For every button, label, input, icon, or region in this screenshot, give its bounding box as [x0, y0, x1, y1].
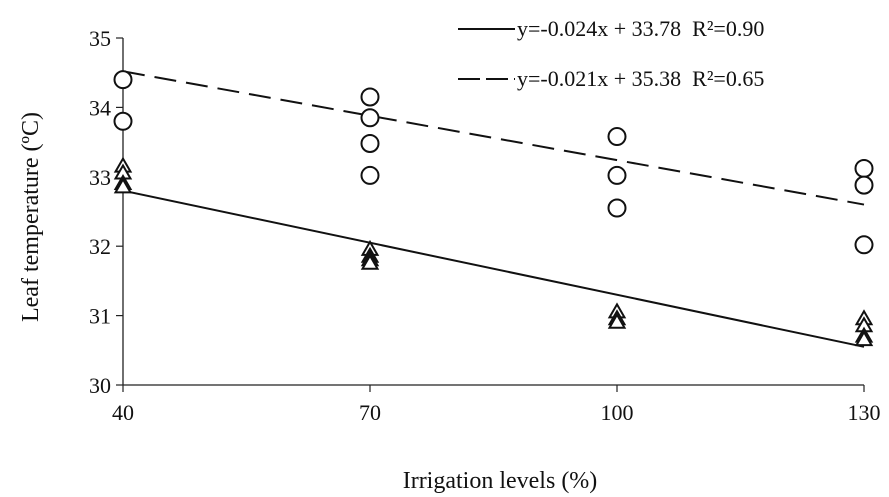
data-point-circle — [607, 127, 627, 147]
legend-entry-solid: y=-0.024x + 33.78 R²=0.90 — [517, 16, 764, 41]
data-points — [113, 70, 874, 347]
y-tick-label: 33 — [89, 165, 111, 190]
data-point-circle — [607, 165, 627, 185]
data-point-circle — [113, 111, 133, 131]
legend-entry-dashed: y=-0.021x + 35.38 R²=0.65 — [517, 66, 764, 91]
data-point-circle — [854, 235, 874, 255]
x-axis-title: Irrigation levels (%) — [403, 468, 598, 494]
data-point-triangle — [854, 330, 874, 347]
x-tick-label: 70 — [359, 400, 381, 425]
data-point-circle — [360, 108, 380, 128]
axes: 30 31 32 33 34 35 40 70 100 130 — [89, 26, 881, 425]
data-point-circle — [360, 87, 380, 107]
data-point-circle — [360, 133, 380, 153]
x-tick-label: 100 — [601, 400, 634, 425]
data-point-circle — [360, 165, 380, 185]
data-point-triangle — [360, 253, 380, 270]
trendlines — [122, 70, 865, 348]
data-point-circle — [607, 198, 627, 218]
x-tick-label: 130 — [848, 400, 881, 425]
y-tick-label: 31 — [89, 304, 111, 329]
y-axis-title: Leaf temperature (ºC) — [18, 112, 44, 322]
data-point-circle — [854, 158, 874, 178]
data-point-circle — [113, 70, 133, 90]
data-point-circle — [854, 175, 874, 195]
data-point-triangle — [607, 312, 627, 329]
trendline-dashed — [122, 70, 865, 206]
y-tick-label: 32 — [89, 234, 111, 259]
y-tick-label: 30 — [89, 373, 111, 398]
trendline-solid — [122, 189, 865, 348]
data-point-triangle — [113, 177, 133, 194]
x-tick-label: 40 — [112, 400, 134, 425]
y-tick-label: 34 — [89, 95, 111, 120]
legend: y=-0.024x + 33.78 R²=0.90 y=-0.021x + 35… — [458, 16, 764, 91]
y-tick-label: 35 — [89, 26, 111, 51]
